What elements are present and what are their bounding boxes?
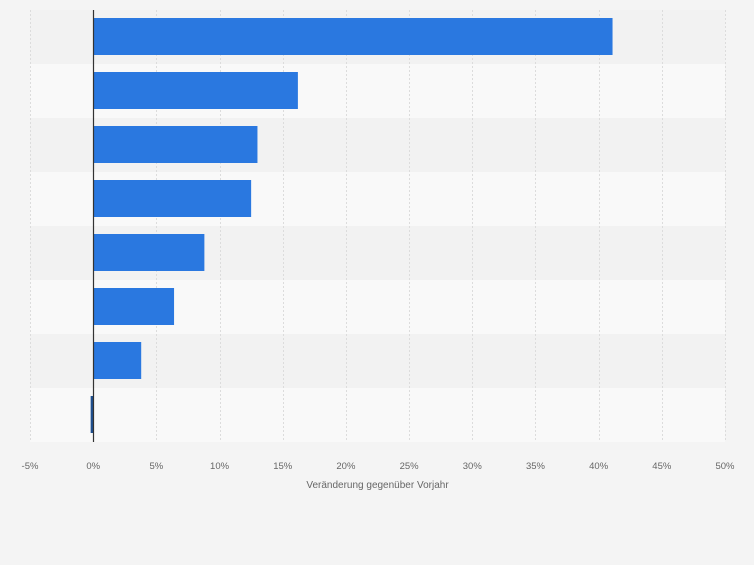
bar[interactable] [93, 342, 142, 379]
bar[interactable] [93, 18, 613, 55]
x-tick-label: 15% [273, 461, 293, 472]
bar[interactable] [93, 288, 175, 325]
bars [90, 18, 613, 433]
bar[interactable] [93, 126, 258, 163]
x-axis-ticks: -5% 0% 5% 10% 15% 20% 25% 30% 35% 40% 45% 50% [22, 461, 736, 472]
x-tick-label: 45% [652, 461, 672, 472]
bar[interactable] [93, 234, 205, 271]
x-axis-title: Veränderung gegenüber Vorjahr [306, 480, 449, 491]
x-tick-label: 0% [86, 461, 100, 472]
x-tick-label: 20% [336, 461, 356, 472]
x-tick-label: 30% [463, 461, 483, 472]
row-band [30, 388, 725, 442]
row-band [30, 334, 725, 388]
x-tick-label: 35% [526, 461, 546, 472]
x-tick-label: 25% [400, 461, 420, 472]
bar[interactable] [93, 180, 252, 217]
bar[interactable] [93, 72, 298, 109]
x-tick-label: 40% [589, 461, 609, 472]
bar[interactable] [90, 396, 94, 433]
x-tick-label: 5% [149, 461, 163, 472]
x-tick-label: 50% [715, 461, 735, 472]
x-tick-label: 10% [210, 461, 230, 472]
x-tick-label: -5% [22, 461, 39, 472]
